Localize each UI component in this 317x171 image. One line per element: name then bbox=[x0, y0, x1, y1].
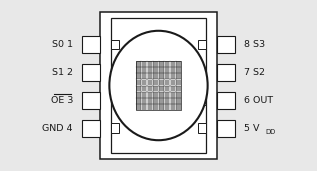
Bar bbox=[142, 86, 146, 91]
Bar bbox=[153, 61, 158, 67]
Bar bbox=[198, 123, 206, 133]
Bar bbox=[176, 86, 181, 91]
Bar bbox=[176, 61, 181, 67]
Bar bbox=[165, 61, 169, 67]
Bar bbox=[165, 98, 169, 104]
Bar bbox=[142, 80, 146, 85]
Bar bbox=[198, 40, 206, 49]
Text: S1 2: S1 2 bbox=[52, 68, 73, 77]
Bar bbox=[100, 12, 217, 159]
Bar bbox=[148, 74, 152, 79]
Bar bbox=[82, 64, 100, 81]
Bar bbox=[111, 95, 119, 105]
Bar bbox=[176, 80, 181, 85]
Bar bbox=[136, 86, 141, 91]
Bar bbox=[159, 67, 164, 73]
Bar bbox=[148, 98, 152, 104]
Bar bbox=[136, 74, 141, 79]
Bar bbox=[165, 104, 169, 110]
Bar bbox=[198, 68, 206, 77]
Bar bbox=[148, 67, 152, 73]
Text: S0 1: S0 1 bbox=[52, 40, 73, 49]
Text: OE 3: OE 3 bbox=[50, 96, 73, 105]
Bar bbox=[148, 86, 152, 91]
Bar bbox=[82, 36, 100, 53]
Bar bbox=[165, 74, 169, 79]
Bar bbox=[111, 68, 119, 77]
Bar bbox=[111, 123, 119, 133]
Bar bbox=[171, 98, 175, 104]
Text: GND 4: GND 4 bbox=[42, 124, 73, 133]
Bar bbox=[217, 120, 235, 137]
Bar bbox=[198, 95, 206, 105]
Bar bbox=[153, 67, 158, 73]
Bar bbox=[111, 40, 119, 49]
Bar bbox=[142, 67, 146, 73]
Bar bbox=[153, 98, 158, 104]
Bar bbox=[171, 61, 175, 67]
Bar bbox=[217, 92, 235, 109]
Bar bbox=[136, 67, 141, 73]
Text: 6 OUT: 6 OUT bbox=[244, 96, 273, 105]
Bar bbox=[82, 120, 100, 137]
Bar bbox=[148, 104, 152, 110]
Bar bbox=[142, 98, 146, 104]
Bar bbox=[176, 92, 181, 97]
Bar bbox=[171, 80, 175, 85]
Bar bbox=[159, 92, 164, 97]
Bar bbox=[171, 67, 175, 73]
Ellipse shape bbox=[109, 31, 208, 140]
Bar bbox=[159, 104, 164, 110]
Bar bbox=[142, 92, 146, 97]
Bar bbox=[136, 80, 141, 85]
Bar bbox=[136, 104, 141, 110]
Text: 8 S3: 8 S3 bbox=[244, 40, 265, 49]
Bar bbox=[153, 92, 158, 97]
Bar bbox=[142, 74, 146, 79]
Bar bbox=[142, 61, 146, 67]
Bar bbox=[165, 67, 169, 73]
Bar bbox=[159, 86, 164, 91]
Text: 5 V: 5 V bbox=[244, 124, 260, 133]
Bar bbox=[153, 86, 158, 91]
Bar bbox=[171, 104, 175, 110]
Text: DD: DD bbox=[266, 129, 276, 135]
Bar bbox=[148, 92, 152, 97]
Bar bbox=[82, 92, 100, 109]
Text: 7 S2: 7 S2 bbox=[244, 68, 265, 77]
Bar bbox=[142, 104, 146, 110]
Bar bbox=[153, 74, 158, 79]
Bar bbox=[171, 92, 175, 97]
Bar bbox=[176, 74, 181, 79]
Bar bbox=[159, 80, 164, 85]
Bar bbox=[165, 86, 169, 91]
Bar bbox=[153, 104, 158, 110]
Bar bbox=[136, 98, 141, 104]
Bar bbox=[136, 92, 141, 97]
Bar bbox=[171, 74, 175, 79]
Bar bbox=[111, 18, 206, 153]
Bar bbox=[159, 61, 164, 67]
Bar bbox=[176, 67, 181, 73]
Bar bbox=[165, 80, 169, 85]
Bar bbox=[136, 61, 141, 67]
Bar bbox=[135, 61, 181, 110]
Bar bbox=[171, 86, 175, 91]
Bar bbox=[176, 104, 181, 110]
Bar bbox=[153, 80, 158, 85]
Bar bbox=[148, 80, 152, 85]
Bar bbox=[148, 61, 152, 67]
Bar bbox=[217, 36, 235, 53]
Bar bbox=[159, 74, 164, 79]
Bar bbox=[217, 64, 235, 81]
Bar bbox=[165, 92, 169, 97]
Bar bbox=[159, 98, 164, 104]
Bar bbox=[176, 98, 181, 104]
